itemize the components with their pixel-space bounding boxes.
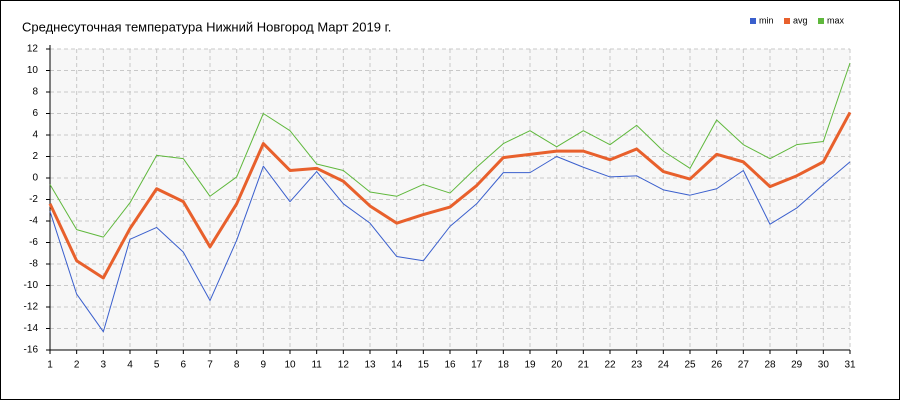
y-tick-label: -6 [29,237,38,248]
x-tick-label: 14 [391,360,403,371]
x-tick-label: 26 [711,360,723,371]
x-tick-label: 3 [101,360,107,371]
y-tick-label: 2 [32,151,38,162]
y-tick-label: 4 [32,130,38,141]
y-tick-label: 0 [32,173,38,184]
x-tick-label: 12 [338,360,350,371]
x-tick-label: 5 [154,360,160,371]
x-tick-label: 1 [47,360,53,371]
y-tick-label: 6 [32,108,38,119]
x-tick-label: 28 [764,360,776,371]
x-tick-label: 7 [207,360,213,371]
x-tick-label: 13 [364,360,376,371]
legend-swatch [784,18,790,24]
x-tick-label: 25 [684,360,696,371]
series-line [49,156,851,333]
y-tick-label: 12 [27,44,39,55]
x-tick-label: 21 [578,360,590,371]
y-tick-label: -4 [29,216,38,227]
y-tick-label: -8 [29,259,38,270]
x-tick-label: 2 [74,360,80,371]
series-line [48,111,852,280]
x-tick-label: 19 [524,360,536,371]
x-tick-label: 18 [498,360,510,371]
chart-title: Среднесуточная температура Нижний Новгор… [22,19,391,34]
x-tick-label: 29 [791,360,803,371]
legend-label: max [827,15,845,25]
x-tick-label: 10 [284,360,296,371]
legend-label: avg [793,15,808,25]
x-tick-label: 17 [471,360,483,371]
series-line [49,62,851,238]
x-tick-label: 30 [818,360,830,371]
y-tick-label: -10 [24,280,39,291]
y-tick-label: -16 [24,345,39,356]
x-tick-label: 31 [844,360,856,371]
x-tick-label: 16 [444,360,456,371]
y-tick-label: -2 [29,194,38,205]
legend-swatch [818,18,824,24]
x-tick-label: 8 [234,360,240,371]
x-tick-label: 6 [181,360,187,371]
x-tick-label: 23 [631,360,643,371]
y-tick-label: -14 [24,323,39,334]
x-tick-label: 22 [604,360,616,371]
legend-swatch [750,18,756,24]
y-tick-label: -12 [24,302,39,313]
x-tick-label: 20 [551,360,563,371]
x-tick-label: 9 [261,360,267,371]
x-tick-label: 24 [658,360,670,371]
legend-label: min [759,15,774,25]
x-tick-label: 27 [738,360,750,371]
x-tick-label: 11 [311,360,322,371]
x-tick-label: 15 [418,360,430,371]
y-tick-label: 8 [32,87,38,98]
y-tick-label: 10 [27,65,39,76]
x-tick-label: 4 [127,360,133,371]
